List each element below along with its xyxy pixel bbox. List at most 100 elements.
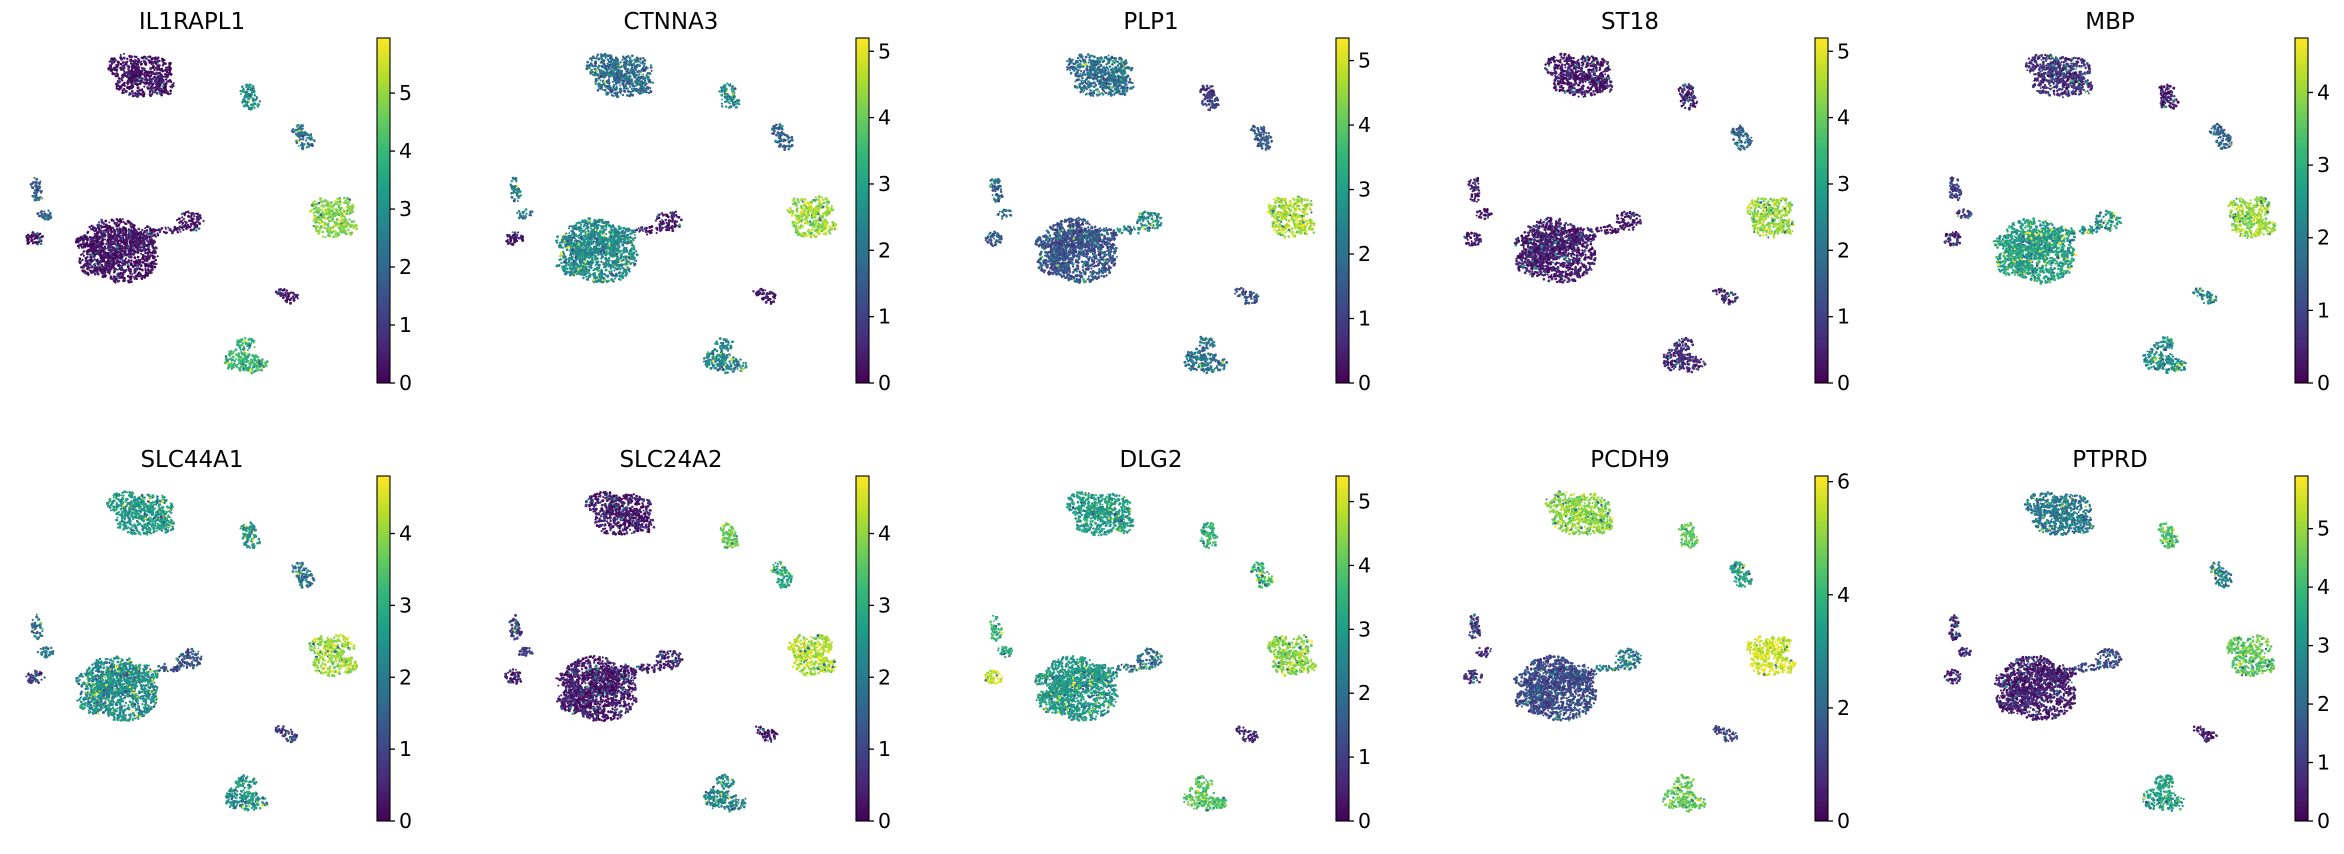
colorbar-tick-label: 3 bbox=[2317, 634, 2330, 658]
panel-title: MBP bbox=[2085, 9, 2135, 35]
panel-overlay-CTNNA3: CTNNA3 0 1 2 3 4 5 bbox=[624, 9, 891, 395]
colorbar-tick-label: 3 bbox=[399, 593, 412, 617]
colorbar-tick-label: 3 bbox=[878, 593, 891, 617]
colorbar-tick-label: 4 bbox=[878, 522, 891, 546]
colorbar-tick-label: 6 bbox=[1837, 470, 1850, 494]
colorbar-gradient bbox=[1335, 475, 1350, 822]
panel-title: CTNNA3 bbox=[624, 9, 719, 35]
feature-plot-panel-IL1RAPL1: IL1RAPL1 0 1 2 3 4 5 bbox=[0, 0, 462, 430]
colorbar-tick-label: 1 bbox=[1358, 307, 1371, 331]
colorbar-tick-label: 4 bbox=[399, 522, 412, 546]
panel-title: SLC44A1 bbox=[140, 447, 243, 473]
colorbar-tick-label: 4 bbox=[1358, 113, 1371, 137]
colorbar-tick-label: 4 bbox=[1358, 553, 1371, 577]
colorbar-tick-label: 2 bbox=[1837, 238, 1850, 262]
panel-title: PLP1 bbox=[1123, 9, 1178, 35]
colorbar-tick-label: 5 bbox=[1358, 490, 1371, 514]
colorbar-tick-label: 2 bbox=[399, 665, 412, 689]
colorbar-gradient bbox=[1814, 475, 1829, 822]
colorbar-tick-label: 2 bbox=[878, 665, 891, 689]
colorbar-tick-label: 0 bbox=[878, 371, 891, 395]
feature-plot-panel-DLG2: DLG2 0 1 2 3 4 5 bbox=[958, 438, 1421, 854]
colorbar-tick-label: 5 bbox=[1837, 39, 1850, 63]
colorbar: 0 1 2 3 4 5 bbox=[1814, 37, 1850, 395]
colorbar-tick-label: 2 bbox=[878, 238, 891, 262]
panel-title: ST18 bbox=[1601, 9, 1659, 35]
colorbar: 0 1 2 3 4 5 bbox=[1335, 37, 1371, 395]
colorbar: 0 1 2 3 4 5 bbox=[855, 37, 891, 395]
colorbar-tick-label: 1 bbox=[2317, 298, 2330, 322]
colorbar-tick-label: 2 bbox=[2317, 692, 2330, 716]
panel-overlay-DLG2: DLG2 0 1 2 3 4 5 bbox=[1119, 447, 1371, 833]
colorbar-tick-label: 3 bbox=[878, 172, 891, 196]
colorbar-tick-label: 5 bbox=[399, 81, 412, 105]
colorbar-tick-label: 3 bbox=[1837, 172, 1850, 196]
colorbar-tick-label: 3 bbox=[2317, 153, 2330, 177]
colorbar-tick-label: 0 bbox=[2317, 371, 2330, 395]
panel-title: IL1RAPL1 bbox=[139, 9, 245, 35]
panel-title: DLG2 bbox=[1119, 447, 1182, 473]
colorbar-tick-label: 5 bbox=[2317, 517, 2330, 541]
feature-plot-panel-PTPRD: PTPRD 0 1 2 3 4 5 bbox=[1917, 438, 2344, 854]
colorbar-tick-label: 2 bbox=[2317, 226, 2330, 250]
panel-title: PTPRD bbox=[2072, 447, 2147, 473]
colorbar-gradient bbox=[1814, 37, 1829, 384]
feature-plot-panel-SLC44A1: SLC44A1 0 1 2 3 4 bbox=[0, 438, 462, 854]
panel-title: SLC24A2 bbox=[620, 447, 723, 473]
panel-overlay-IL1RAPL1: IL1RAPL1 0 1 2 3 4 5 bbox=[139, 9, 412, 395]
colorbar: 0 1 2 3 4 bbox=[376, 475, 412, 833]
colorbar-tick-label: 4 bbox=[878, 106, 891, 130]
colorbar-tick-label: 3 bbox=[1358, 617, 1371, 641]
colorbar-tick-label: 1 bbox=[878, 305, 891, 329]
colorbar-tick-label: 2 bbox=[1837, 696, 1850, 720]
colorbar-gradient bbox=[855, 37, 870, 384]
colorbar-tick-label: 4 bbox=[1837, 583, 1850, 607]
colorbar-gradient bbox=[376, 475, 391, 822]
colorbar: 0 1 2 3 4 bbox=[2294, 37, 2330, 395]
colorbar-tick-label: 3 bbox=[1358, 178, 1371, 202]
colorbar-tick-label: 1 bbox=[878, 737, 891, 761]
colorbar-tick-label: 0 bbox=[2317, 809, 2330, 833]
colorbar-tick-label: 0 bbox=[399, 371, 412, 395]
feature-plot-panel-ST18: ST18 0 1 2 3 4 5 bbox=[1438, 0, 1901, 430]
colorbar-tick-label: 0 bbox=[878, 809, 891, 833]
colorbar: 0 2 4 6 bbox=[1814, 470, 1850, 833]
colorbar: 0 1 2 3 4 bbox=[855, 475, 891, 833]
feature-plot-panel-PLP1: PLP1 0 1 2 3 4 5 bbox=[958, 0, 1421, 430]
panel-overlay-PLP1: PLP1 0 1 2 3 4 5 bbox=[1123, 9, 1371, 395]
colorbar-tick-label: 2 bbox=[1358, 681, 1371, 705]
colorbar-tick-label: 0 bbox=[399, 809, 412, 833]
feature-plot-panel-PCDH9: PCDH9 0 2 4 6 bbox=[1438, 438, 1901, 854]
feature-plot-panel-SLC24A2: SLC24A2 0 1 2 3 4 bbox=[479, 438, 942, 854]
colorbar-tick-label: 1 bbox=[1358, 745, 1371, 769]
panel-title: PCDH9 bbox=[1590, 447, 1670, 473]
colorbar-tick-label: 0 bbox=[1837, 809, 1850, 833]
colorbar-tick-label: 5 bbox=[878, 39, 891, 63]
colorbar: 0 1 2 3 4 5 bbox=[2294, 475, 2330, 833]
colorbar-gradient bbox=[376, 37, 391, 384]
colorbar-tick-label: 0 bbox=[1358, 809, 1371, 833]
panel-overlay-PCDH9: PCDH9 0 2 4 6 bbox=[1590, 447, 1850, 833]
umap-scatter-PTPRD bbox=[1917, 438, 2344, 854]
colorbar-gradient bbox=[2294, 475, 2309, 822]
colorbar-tick-label: 2 bbox=[1358, 242, 1371, 266]
colorbar-tick-label: 1 bbox=[2317, 751, 2330, 775]
colorbar-tick-label: 3 bbox=[399, 197, 412, 221]
colorbar-tick-label: 4 bbox=[2317, 80, 2330, 104]
colorbar-gradient bbox=[2294, 37, 2309, 384]
colorbar-tick-label: 0 bbox=[1837, 371, 1850, 395]
panel-overlay-SLC24A2: SLC24A2 0 1 2 3 4 bbox=[620, 447, 892, 833]
feature-plot-panel-MBP: MBP 0 1 2 3 4 bbox=[1917, 0, 2344, 430]
colorbar-tick-label: 1 bbox=[399, 313, 412, 337]
colorbar-gradient bbox=[855, 475, 870, 822]
colorbar-gradient bbox=[1335, 37, 1350, 384]
colorbar-tick-label: 5 bbox=[1358, 49, 1371, 73]
colorbar-tick-label: 1 bbox=[1837, 305, 1850, 329]
panel-overlay-SLC44A1: SLC44A1 0 1 2 3 4 bbox=[140, 447, 412, 833]
umap-scatter-MBP bbox=[1917, 0, 2344, 430]
colorbar-tick-label: 0 bbox=[1358, 371, 1371, 395]
colorbar: 0 1 2 3 4 5 bbox=[376, 37, 412, 395]
colorbar-tick-label: 2 bbox=[399, 255, 412, 279]
colorbar-tick-label: 4 bbox=[1837, 106, 1850, 130]
